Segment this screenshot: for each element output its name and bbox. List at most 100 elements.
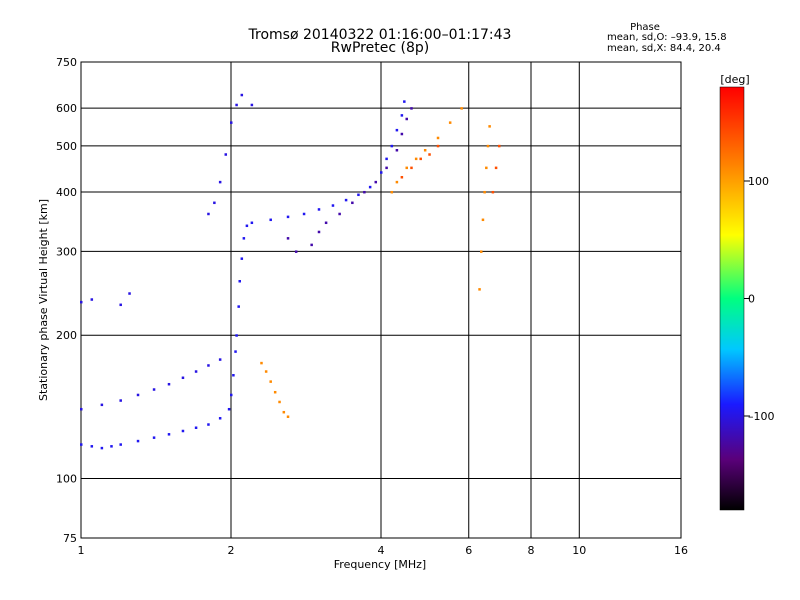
data-point: [344, 198, 348, 202]
data-point: [286, 215, 290, 219]
y-tick-label: 750: [56, 56, 77, 69]
data-point: [405, 166, 408, 170]
data-point: [230, 121, 233, 124]
data-point: [405, 117, 408, 121]
data-point: [351, 201, 354, 205]
data-point: [428, 153, 431, 156]
data-point: [414, 157, 418, 161]
data-point: [100, 446, 104, 450]
data-point: [480, 250, 483, 253]
data-point: [483, 190, 486, 194]
data-point: [448, 121, 452, 124]
data-point: [152, 388, 156, 391]
data-point: [136, 393, 140, 397]
colorbar-tick-label: 0: [748, 293, 755, 306]
data-point: [234, 350, 237, 353]
data-points: [80, 93, 501, 450]
x-tick-label: 6: [465, 544, 472, 557]
y-tick-label: 200: [56, 329, 77, 342]
data-point: [317, 208, 321, 211]
data-point: [194, 370, 198, 373]
data-point: [385, 157, 388, 161]
data-point: [486, 144, 490, 148]
data-point: [224, 153, 228, 156]
data-point: [218, 180, 222, 184]
data-point: [338, 212, 341, 216]
data-point: [400, 175, 404, 179]
data-point: [436, 136, 440, 140]
data-point: [181, 376, 185, 380]
data-point: [167, 382, 171, 386]
data-point: [410, 166, 413, 170]
colorbar-ticks: 100 0 –100: [744, 175, 775, 423]
data-point: [250, 103, 254, 107]
data-point: [380, 171, 383, 174]
grid-lines: [81, 62, 681, 538]
data-point: [227, 407, 231, 411]
data-point: [460, 107, 463, 110]
data-point: [395, 128, 399, 132]
data-point: [235, 334, 238, 337]
x-tick-label: 10: [572, 544, 586, 557]
data-point: [363, 190, 366, 194]
phase-box-title: Phase: [630, 22, 660, 33]
data-point: [230, 393, 233, 397]
x-tick-label: 16: [674, 544, 688, 557]
data-point: [128, 292, 131, 295]
data-point: [152, 436, 156, 439]
data-point: [395, 148, 399, 152]
data-point: [310, 243, 313, 247]
data-point: [207, 423, 210, 426]
data-point: [302, 212, 306, 216]
data-point: [194, 426, 198, 429]
data-point: [207, 212, 210, 216]
data-point: [240, 257, 244, 260]
data-point: [403, 100, 406, 103]
data-point: [488, 125, 491, 128]
data-point: [317, 230, 321, 234]
data-point: [269, 380, 272, 383]
data-point: [436, 144, 440, 148]
data-point: [278, 400, 281, 404]
data-point: [80, 300, 83, 304]
data-point: [491, 190, 495, 194]
data-point: [400, 132, 404, 136]
data-point: [324, 221, 328, 225]
data-point: [218, 358, 222, 361]
data-point: [390, 144, 394, 148]
data-point: [218, 417, 222, 420]
data-point: [237, 305, 240, 308]
data-point: [385, 166, 388, 170]
data-point: [264, 370, 268, 373]
data-point: [400, 114, 404, 117]
y-axis-ticks: 75 100 200 300 400 500 600 750: [56, 56, 77, 545]
data-point: [119, 303, 122, 307]
data-point: [273, 390, 277, 394]
y-tick-label: 100: [56, 473, 77, 486]
data-point: [235, 103, 238, 107]
data-point: [331, 204, 335, 207]
data-point: [419, 157, 422, 161]
data-point: [90, 445, 94, 448]
data-point: [181, 429, 185, 433]
data-point: [213, 201, 216, 205]
y-tick-label: 75: [63, 532, 77, 545]
data-point: [250, 221, 254, 225]
data-point: [119, 443, 122, 446]
data-point: [207, 364, 210, 367]
y-tick-label: 400: [56, 186, 77, 199]
x-tick-label: 2: [228, 544, 235, 557]
data-point: [395, 180, 399, 184]
colorbar-tick-label: –100: [748, 410, 775, 423]
data-point: [368, 185, 372, 189]
data-point: [390, 190, 394, 194]
colorbar-unit-label: [deg]: [720, 73, 749, 86]
data-point: [478, 288, 481, 291]
data-point: [481, 218, 485, 222]
data-point: [374, 180, 378, 184]
data-point: [110, 445, 113, 448]
x-axis-ticks: 1 2 4 6 8 10 16: [78, 544, 689, 557]
data-point: [423, 148, 427, 152]
x-tick-label: 4: [378, 544, 385, 557]
